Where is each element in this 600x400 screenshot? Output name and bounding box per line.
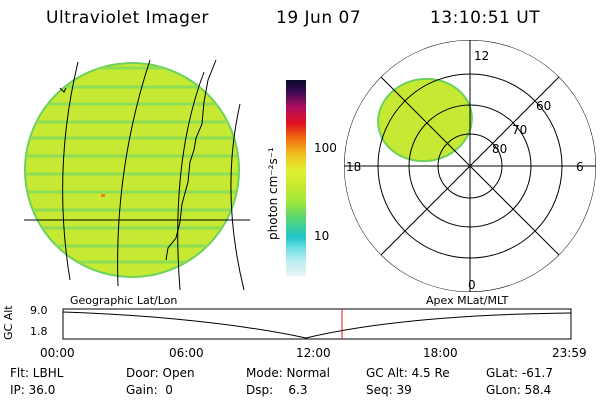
- altitude-plot: [62, 308, 572, 340]
- gc-alt-readout: GC Alt: 4.5 Re: [366, 366, 450, 380]
- ip-readout: IP: 36.0: [10, 383, 56, 397]
- dsp-readout: Dsp: 6.3: [246, 383, 308, 397]
- gain-readout: Gain: 0: [126, 383, 173, 397]
- altitude-ytick-top: 9.0: [30, 304, 48, 317]
- polar-plot: 12 18 6 0 60 70 80: [344, 40, 596, 292]
- colorbar-unit-label: photon cm⁻²s⁻¹: [266, 147, 280, 240]
- altitude-ylabel: GC Alt: [2, 305, 15, 340]
- x-tick-0000: 00:00: [40, 346, 75, 360]
- glon-readout: GLon: 58.4: [486, 383, 552, 397]
- colorbar-tick-10: 10: [314, 229, 330, 243]
- mlt-label-6: 6: [576, 160, 584, 174]
- coastline: [165, 59, 217, 261]
- mlt-label-18: 18: [346, 160, 361, 174]
- door-readout: Door: Open: [126, 366, 195, 380]
- altitude-ytick-bottom: 1.8: [30, 325, 48, 338]
- instrument-title: Ultraviolet Imager: [46, 8, 209, 28]
- mlt-label-12: 12: [474, 49, 489, 63]
- mlat-label-60: 60: [536, 99, 551, 113]
- x-tick-0600: 06:00: [169, 346, 204, 360]
- colorbar: [286, 80, 306, 276]
- mode-readout: Mode: Normal: [246, 366, 330, 380]
- altitude-right-title: Apex MLat/MLT: [426, 294, 509, 307]
- coastline-island: [59, 87, 67, 93]
- seq-readout: Seq: 39: [366, 383, 412, 397]
- auroral-patch: [377, 77, 473, 163]
- x-tick-1800: 18:00: [423, 346, 458, 360]
- mlat-label-70: 70: [512, 123, 527, 137]
- time-label: 13:10:51 UT: [430, 8, 541, 28]
- colorbar-tick-100: 100: [314, 141, 337, 155]
- mlat-label-80: 80: [492, 142, 507, 156]
- geographic-image: [24, 59, 250, 290]
- x-tick-2359: 23:59: [552, 346, 587, 360]
- x-tick-1200: 12:00: [296, 346, 331, 360]
- polar-grid: [344, 40, 596, 292]
- graticule: [24, 59, 250, 290]
- glat-readout: GLat: -61.7: [486, 366, 553, 380]
- altitude-curve: [62, 311, 572, 339]
- mlt-label-0: 0: [468, 278, 476, 292]
- hotspot-pixel: [101, 194, 105, 197]
- date-label: 19 Jun 07: [276, 8, 362, 28]
- altitude-left-title: Geographic Lat/Lon: [70, 294, 178, 307]
- filter-readout: Flt: LBHL: [10, 366, 64, 380]
